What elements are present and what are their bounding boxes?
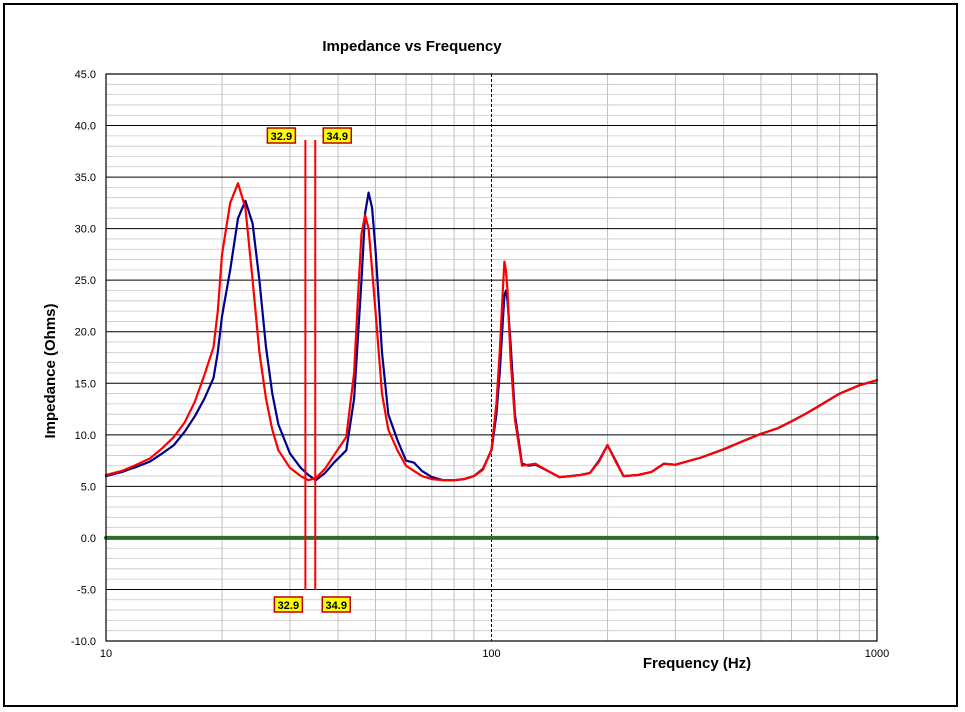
series-layer xyxy=(104,182,879,540)
y-tick-label: -5.0 xyxy=(77,584,96,596)
y-tick-label: 45.0 xyxy=(75,69,96,81)
y-tick-label: 25.0 xyxy=(75,275,96,287)
y-axis-label: Impedance (Ohms) xyxy=(42,303,59,438)
y-tick-label: 20.0 xyxy=(75,327,96,339)
x-tick-label: 100 xyxy=(482,648,500,660)
marker-label-bottom: 32.9 xyxy=(278,600,299,612)
y-tick-label: 0.0 xyxy=(81,533,96,545)
y-tick-label: 40.0 xyxy=(75,121,96,133)
marker-label-box-bottom xyxy=(273,596,304,613)
plot-area-border xyxy=(105,73,878,642)
marker-label-bottom: 34.9 xyxy=(326,600,347,612)
marker-label-box-top xyxy=(322,127,353,144)
marker-layer: 32.9 32.9 34.9 34.9 xyxy=(266,127,353,613)
x-tick-label: 10 xyxy=(100,648,112,660)
y-tick-label: 35.0 xyxy=(75,172,96,184)
y-tick-label: 15.0 xyxy=(75,378,96,390)
chart-title: Impedance vs Frequency xyxy=(322,38,502,55)
grid xyxy=(106,73,877,642)
y-tick-label: 10.0 xyxy=(75,430,96,442)
x-axis-label: Frequency (Hz) xyxy=(643,655,751,672)
y-tick-label: -10.0 xyxy=(71,636,96,648)
marker-label-top: 34.9 xyxy=(327,131,348,143)
tick-labels: 45.0 40.0 35.0 30.0 25.0 20.0 15.0 10.0 5.0 0.0 -5… xyxy=(71,69,889,660)
marker-label-top: 32.9 xyxy=(271,131,292,143)
marker-label-box-bottom xyxy=(321,596,352,613)
y-tick-label: 5.0 xyxy=(81,481,96,493)
series-line-1 xyxy=(104,182,879,482)
y-tick-label: 30.0 xyxy=(75,224,96,236)
x-tick-label: 1000 xyxy=(865,648,889,660)
marker-label-box-top xyxy=(266,127,297,144)
